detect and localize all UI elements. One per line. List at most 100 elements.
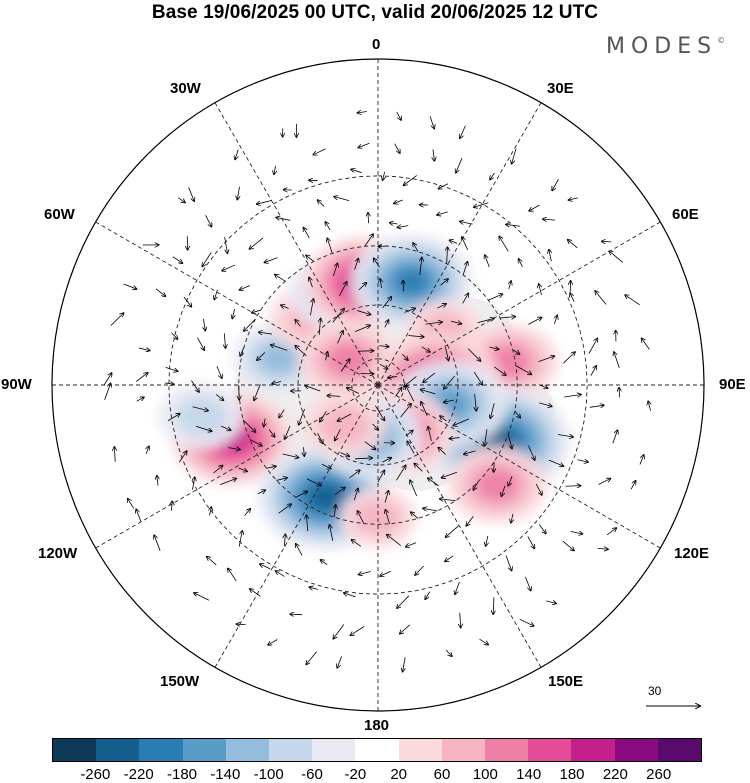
wind-arrow <box>197 337 204 351</box>
wind-arrow <box>257 352 266 360</box>
wind-arrow <box>164 383 174 384</box>
wind-arrow <box>355 325 370 332</box>
wind-arrow <box>257 199 272 204</box>
wind-arrow <box>394 143 400 153</box>
map-title: Base 19/06/2025 00 UTC, valid 20/06/2025… <box>151 2 599 23</box>
wind-arrow <box>595 291 607 305</box>
wind-arrow <box>332 309 344 323</box>
wind-vectors <box>103 112 650 672</box>
wind-arrow <box>440 499 456 501</box>
wind-arrow <box>429 116 434 128</box>
wind-arrow <box>357 310 370 315</box>
wind-arrow <box>320 411 327 421</box>
reference-vector-label: 30 <box>648 684 662 698</box>
wind-arrow <box>338 413 352 421</box>
wind-arrow <box>414 463 423 472</box>
colorbar-swatch <box>53 739 97 761</box>
wind-arrow <box>519 259 523 267</box>
wind-arrow <box>309 277 313 288</box>
wind-arrow <box>239 285 251 290</box>
wind-arrow <box>209 507 211 516</box>
anomaly-level <box>258 343 299 374</box>
wind-arrow <box>460 222 473 225</box>
wind-arrow <box>188 187 195 201</box>
map-border <box>51 58 705 712</box>
wind-arrow <box>215 394 223 400</box>
colorbar-swatch <box>139 739 183 761</box>
wind-arrow <box>216 366 222 378</box>
colorbar-tick-label: 260 <box>646 766 672 783</box>
wind-arrow <box>249 438 262 445</box>
wind-arrow <box>285 425 291 439</box>
wind-arrow <box>232 309 234 318</box>
wind-arrow <box>354 259 359 270</box>
wind-arrow <box>462 262 467 275</box>
wind-arrow <box>319 319 320 335</box>
wind-arrow <box>648 401 650 411</box>
wind-arrow <box>630 481 635 490</box>
wind-arrow <box>568 240 578 249</box>
wind-arrow <box>475 394 477 411</box>
wind-arrow <box>157 476 158 486</box>
wind-arrow <box>460 612 461 628</box>
wind-arrow <box>538 356 554 362</box>
wind-arrow <box>404 308 416 313</box>
colorbar-tick-label: -140 <box>210 766 241 783</box>
wind-arrow <box>527 536 535 548</box>
brand-logo: MODES© <box>606 34 726 59</box>
wind-arrow <box>303 228 310 239</box>
wind-arrow <box>205 215 212 226</box>
wind-arrow <box>464 450 476 454</box>
wind-arrow <box>407 441 415 454</box>
wind-arrow <box>330 525 334 541</box>
wind-arrow <box>380 570 392 576</box>
wind-arrow <box>382 458 391 463</box>
colorbar-tick-label: 20 <box>390 766 407 783</box>
wind-arrow <box>552 179 559 190</box>
wind-arrow <box>509 281 511 290</box>
wind-arrow <box>238 467 247 471</box>
wind-arrow <box>490 172 495 180</box>
colorbar-swatch <box>657 739 702 761</box>
wind-arrow <box>598 479 610 485</box>
colorbar-swatch <box>225 739 270 761</box>
wind-arrow <box>625 295 640 306</box>
wind-arrow <box>488 294 502 301</box>
meridian-line <box>377 221 661 386</box>
wind-arrow <box>305 386 321 392</box>
colorbar-swatch <box>269 739 313 761</box>
wind-arrow <box>278 504 292 514</box>
wind-arrow <box>250 589 261 597</box>
wind-arrow <box>337 331 343 344</box>
wind-arrow <box>387 535 402 546</box>
wind-arrow <box>511 513 513 523</box>
wind-arrow <box>402 353 407 360</box>
wind-arrow <box>236 624 246 625</box>
graticule <box>52 59 704 711</box>
wind-arrow <box>128 499 135 509</box>
wind-arrow <box>467 348 481 361</box>
wind-arrow <box>375 405 384 421</box>
wind-arrow <box>577 460 589 462</box>
lon-label-150e: 150E <box>548 673 584 690</box>
wind-arrow <box>557 434 573 437</box>
wind-arrow <box>562 540 574 550</box>
wind-arrow <box>493 597 494 614</box>
wind-arrow <box>423 372 436 382</box>
wind-arrow <box>264 257 278 263</box>
wind-arrow <box>351 540 362 547</box>
wind-arrow <box>619 388 620 398</box>
wind-arrow <box>183 296 192 307</box>
wind-arrow <box>462 293 469 304</box>
wind-arrow <box>395 388 402 397</box>
wind-arrow <box>538 524 546 533</box>
wind-arrow <box>485 255 490 268</box>
colorbar-tick-label: -180 <box>166 766 198 783</box>
wind-arrow <box>274 165 276 174</box>
wind-arrow <box>282 453 299 458</box>
wind-arrow <box>486 535 488 546</box>
wind-arrow <box>379 346 388 347</box>
wind-arrow <box>597 548 608 549</box>
colorbar-tick-label: -260 <box>80 766 111 783</box>
